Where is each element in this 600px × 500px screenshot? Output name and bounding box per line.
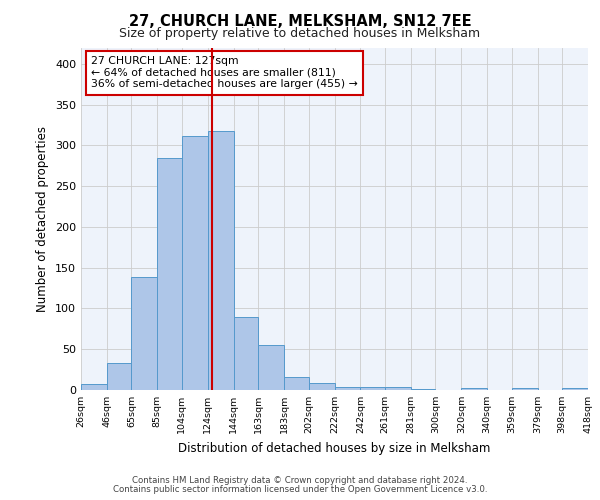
- Bar: [208, 132, 233, 390]
- Bar: [385, 386, 411, 390]
- Bar: [107, 363, 131, 390]
- Text: 27, CHURCH LANE, MELKSHAM, SN12 7EE: 27, CHURCH LANE, MELKSHAM, SN12 7EE: [128, 14, 472, 29]
- Text: 27 CHURCH LANE: 127sqm
← 64% of detached houses are smaller (811)
36% of semi-de: 27 CHURCH LANE: 127sqm ← 64% of detached…: [91, 56, 358, 90]
- Text: Contains public sector information licensed under the Open Government Licence v3: Contains public sector information licen…: [113, 485, 487, 494]
- Bar: [461, 388, 487, 390]
- Bar: [562, 388, 588, 390]
- Bar: [335, 386, 361, 390]
- Bar: [308, 382, 335, 390]
- Bar: [157, 158, 182, 390]
- Bar: [81, 384, 107, 390]
- Bar: [361, 386, 385, 390]
- Text: Contains HM Land Registry data © Crown copyright and database right 2024.: Contains HM Land Registry data © Crown c…: [132, 476, 468, 485]
- Bar: [131, 276, 157, 390]
- Y-axis label: Number of detached properties: Number of detached properties: [37, 126, 49, 312]
- X-axis label: Distribution of detached houses by size in Melksham: Distribution of detached houses by size …: [178, 442, 491, 454]
- Bar: [182, 136, 208, 390]
- Bar: [258, 345, 284, 390]
- Bar: [411, 389, 436, 390]
- Bar: [233, 316, 258, 390]
- Text: Size of property relative to detached houses in Melksham: Size of property relative to detached ho…: [119, 28, 481, 40]
- Bar: [512, 388, 538, 390]
- Bar: [284, 377, 308, 390]
